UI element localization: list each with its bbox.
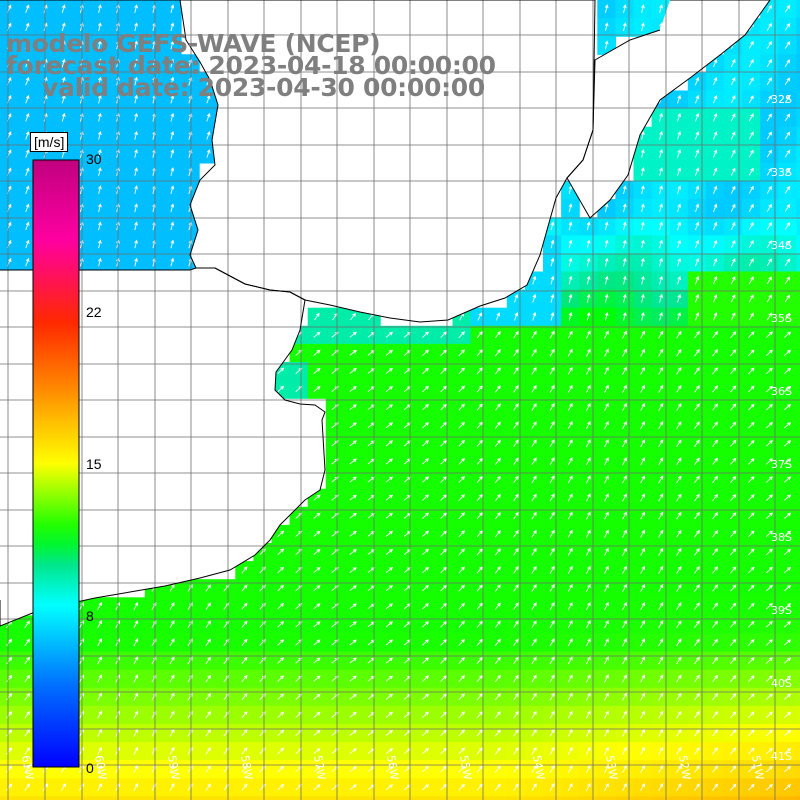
lon-label: 57W [311, 754, 328, 781]
colorbar-label-30: 30 [86, 151, 102, 167]
lat-label: 37S [771, 458, 792, 471]
lon-label: 53W [603, 754, 620, 781]
latitude-labels: 32S 33S 34S 35S 36S 37S 38S 39S 40S 41S [771, 93, 792, 763]
lon-label: 52W [676, 754, 693, 781]
colorbar-ramp [32, 159, 80, 768]
lat-label: 35S [771, 312, 792, 325]
lon-label: 61W [19, 754, 36, 781]
lat-label: 36S [771, 385, 792, 398]
lon-label: 59W [165, 754, 182, 781]
lat-label: 34S [771, 239, 792, 252]
colorbar [32, 159, 80, 768]
colorbar-unit: [m/s] [30, 132, 69, 152]
lat-label: 38S [771, 531, 792, 544]
colorbar-label-22: 22 [86, 304, 102, 320]
lat-label: 33S [771, 166, 792, 179]
lon-label: 60W [92, 754, 109, 781]
lat-label: 39S [771, 604, 792, 617]
colorbar-label-15: 15 [86, 456, 102, 472]
forecast-date: forecast date: 2023-04-18 00:00:00 [6, 51, 496, 80]
land-area-1 [0, 268, 325, 626]
lon-label: 58W [238, 754, 255, 781]
colorbar-label-8: 8 [86, 608, 94, 624]
land-area-0 [0, 0, 595, 322]
coastline [0, 0, 771, 627]
valid-date: valid date: 2023-04-30 00:00:00 [42, 73, 485, 102]
lat-label: 40S [771, 677, 792, 690]
model-title: modelo GEFS-WAVE (NCEP) [6, 29, 381, 58]
lat-label: 41S [771, 750, 792, 763]
lat-label: 32S [771, 93, 792, 106]
lon-label: 56W [384, 754, 401, 781]
lon-label: 55W [457, 754, 474, 781]
land-area-2 [567, 0, 770, 218]
lon-label: 51W [749, 754, 766, 781]
land-mask [0, 0, 770, 626]
longitude-labels: 61W 60W 59W 58W 57W 56W 55W 54W 53W 52W 51W [19, 754, 766, 781]
colorbar-label-0: 0 [86, 760, 94, 776]
lon-label: 54W [530, 754, 547, 781]
